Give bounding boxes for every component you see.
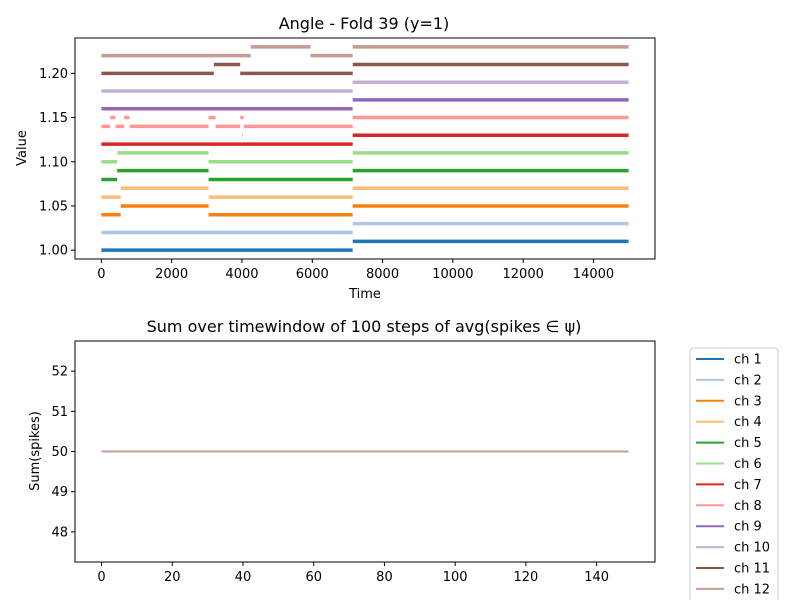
chart-angle-x-tick-label: 6000 <box>296 267 329 282</box>
legend-item: ch 9 <box>696 520 762 535</box>
legend-label: ch 12 <box>734 582 770 597</box>
chart-sum-x-axis: 0 20 40 60 80 100 120 140 <box>97 562 609 585</box>
chart-sum-y-tick-label: 50 <box>51 445 68 460</box>
legend-label: ch 7 <box>734 478 762 493</box>
chart-sum-x-tick-label: 120 <box>514 570 539 585</box>
chart-angle-x-tick-label: 4000 <box>225 267 258 282</box>
legend-label: ch 10 <box>734 541 770 556</box>
legend-item: ch 5 <box>696 436 762 451</box>
legend-item: ch 6 <box>696 457 762 472</box>
chart-angle-x-tick-label: 12000 <box>503 267 544 282</box>
chart-angle-x-tick-label: 10000 <box>432 267 473 282</box>
chart-angle-y-label: Value <box>15 130 30 166</box>
legend-item: ch 4 <box>696 415 762 430</box>
chart-sum-x-tick-label: 100 <box>443 570 468 585</box>
legend-item: ch 7 <box>696 478 762 493</box>
legend-label: ch 3 <box>734 394 762 409</box>
chart-angle-x-axis: 0 2000 4000 6000 8000 10000 12000 14000 <box>97 259 614 282</box>
chart-sum-x-tick-label: 0 <box>97 570 105 585</box>
chart-sum-y-label: Sum(spikes) <box>28 411 43 491</box>
chart-angle-x-tick-label: 0 <box>97 267 105 282</box>
chart-sum-x-tick-label: 20 <box>164 570 181 585</box>
chart-angle-x-label: Time <box>348 287 381 302</box>
chart-angle: Angle - Fold 39 (y=1) 0 2000 4000 6000 8000 1… <box>15 14 656 302</box>
legend-item: ch 11 <box>696 562 770 577</box>
chart-sum-y-axis: 48 49 50 51 52 <box>51 365 75 540</box>
chart-sum: Sum over timewindow of 100 steps of avg(… <box>28 317 656 585</box>
chart-angle-y-axis: 1.00 1.05 1.10 1.15 1.20 <box>39 67 75 259</box>
chart-sum-x-tick-label: 140 <box>584 570 609 585</box>
legend-item: ch 8 <box>696 499 762 514</box>
chart-angle-y-tick-label: 1.00 <box>39 244 68 259</box>
legend-label: ch 9 <box>734 520 762 535</box>
chart-sum-x-tick-label: 80 <box>376 570 393 585</box>
chart-sum-y-tick-label: 52 <box>51 365 68 380</box>
legend-item: ch 10 <box>696 541 770 556</box>
chart-angle-x-tick-label: 8000 <box>366 267 399 282</box>
chart-sum-y-tick-label: 49 <box>51 485 68 500</box>
legend-label: ch 1 <box>734 353 762 368</box>
legend-label: ch 5 <box>734 436 762 451</box>
legend-item: ch 3 <box>696 394 762 409</box>
legend-label: ch 11 <box>734 562 770 577</box>
legend-frame <box>689 347 779 600</box>
chart-angle-title: Angle - Fold 39 (y=1) <box>279 14 450 33</box>
legend-item: ch 2 <box>696 373 762 388</box>
legend-label: ch 2 <box>734 373 762 388</box>
legend-item: ch 1 <box>696 353 762 368</box>
chart-angle-frame <box>74 37 656 260</box>
chart-sum-x-tick-label: 40 <box>235 570 252 585</box>
legend-label: ch 4 <box>734 415 762 430</box>
legend-label: ch 6 <box>734 457 762 472</box>
chart-angle-y-tick-label: 1.15 <box>39 111 68 126</box>
chart-sum-title: Sum over timewindow of 100 steps of avg(… <box>147 317 582 336</box>
chart-angle-x-tick-label: 14000 <box>573 267 614 282</box>
chart-angle-plot-area <box>101 45 629 252</box>
chart-angle-y-tick-label: 1.05 <box>39 199 68 214</box>
legend-item: ch 12 <box>696 582 770 597</box>
chart-sum-y-tick-label: 48 <box>51 525 68 540</box>
chart-angle-y-tick-label: 1.20 <box>39 67 68 82</box>
chart-angle-x-tick-label: 2000 <box>155 267 188 282</box>
legend: ch 1 ch 2 ch 3 ch 4 ch 5 ch 6 ch 7 ch 8 ch 9 ch 1… <box>689 347 779 600</box>
chart-sum-y-tick-label: 51 <box>51 405 68 420</box>
chart-sum-x-tick-label: 60 <box>305 570 322 585</box>
legend-label: ch 8 <box>734 499 762 514</box>
chart-angle-y-tick-label: 1.10 <box>39 155 68 170</box>
